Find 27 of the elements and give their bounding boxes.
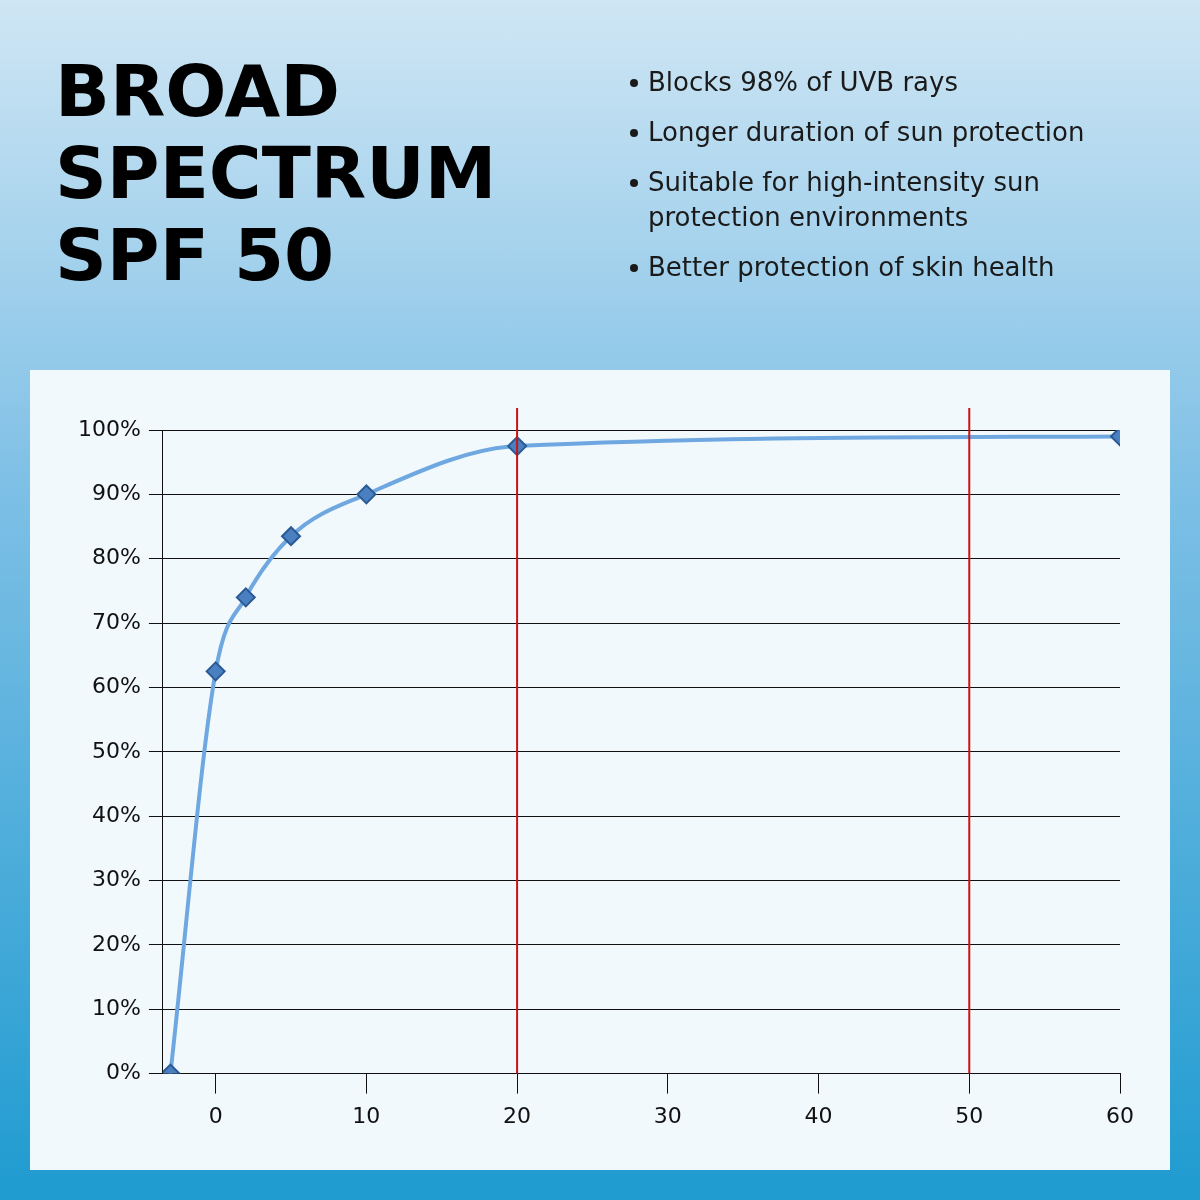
y-tick-label: 100% xyxy=(77,415,141,441)
y-tick-label: 20% xyxy=(91,930,141,956)
y-tick-label: 90% xyxy=(91,480,141,506)
point xyxy=(205,661,226,682)
x-tick-label: 30 xyxy=(653,1102,682,1128)
text: Longer duration of sun protection xyxy=(648,116,1085,149)
text: Suitable for high-intensity sun protection environments xyxy=(648,166,1041,234)
chart-title: BROAD SPECTRUM SPF 50 xyxy=(55,49,497,297)
x-tick-label: 40 xyxy=(804,1102,833,1128)
y-tick-label: 80% xyxy=(91,544,141,570)
point xyxy=(281,526,302,547)
x-tick-label: 0 xyxy=(208,1102,223,1128)
y-tick-label: 50% xyxy=(91,737,141,763)
text: Better protection of skin health xyxy=(648,251,1055,284)
x-tick-label: 20 xyxy=(503,1102,532,1128)
y-tick-label: 10% xyxy=(91,994,141,1020)
y-tick-label: 70% xyxy=(91,608,141,634)
y-tick-label: 40% xyxy=(91,801,141,827)
x-tick-label: 10 xyxy=(352,1102,381,1128)
y-tick-label: 30% xyxy=(91,866,141,892)
y-tick-label: 60% xyxy=(91,673,141,699)
x-tick-label: 50 xyxy=(955,1102,984,1128)
y-tick-label: 0% xyxy=(105,1059,141,1085)
point xyxy=(235,587,256,608)
text: Blocks 98% of UVB rays xyxy=(648,66,958,99)
point xyxy=(356,484,377,505)
x-tick-label: 60 xyxy=(1106,1102,1134,1128)
